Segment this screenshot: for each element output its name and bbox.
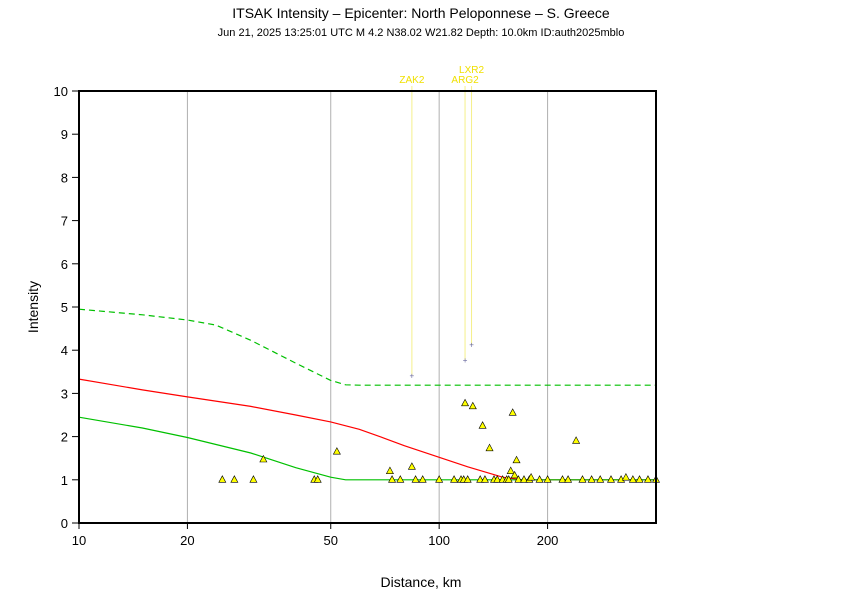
station-point: [643, 475, 652, 483]
y-tick-label: 0: [61, 516, 68, 531]
x-tick-label: 50: [324, 533, 338, 548]
station-point: [230, 475, 239, 483]
station-point: [506, 466, 515, 474]
station-point: [519, 475, 528, 483]
special-point: +: [410, 371, 415, 380]
station-point: [418, 475, 427, 483]
station-point: [558, 475, 567, 483]
y-tick-label: 4: [61, 343, 68, 358]
station-point: [249, 475, 258, 483]
y-tick-label: 8: [61, 170, 68, 185]
station-point: [564, 475, 573, 483]
y-tick-label: 7: [61, 214, 68, 229]
station-point: [388, 475, 397, 483]
station-point: [485, 443, 494, 452]
y-tick-label: 1: [61, 473, 68, 488]
special-point: +: [463, 356, 468, 365]
station-point: [411, 475, 420, 483]
y-tick-label: 6: [61, 257, 68, 272]
upper-curve: [78, 308, 656, 386]
station-point: [587, 475, 596, 483]
station-point: [461, 398, 470, 407]
chart-title: ITSAK Intensity – Epicenter: North Pelop…: [232, 5, 610, 21]
station-point: [572, 436, 581, 444]
station-point: [508, 408, 517, 416]
station-point: [535, 475, 544, 483]
x-axis-label: Distance, km: [381, 574, 462, 590]
grid: [186, 91, 549, 523]
station-points: +++: [218, 341, 661, 483]
station-point: [527, 473, 536, 481]
x-tick-label: 100: [428, 533, 450, 548]
station-point: [596, 475, 605, 483]
station-point: [463, 475, 472, 483]
station-point: [450, 475, 459, 483]
plot-frame: [78, 90, 657, 524]
station-point: [514, 475, 523, 483]
station-point: [628, 475, 637, 483]
station-point: [332, 447, 341, 455]
station-point: [543, 475, 552, 483]
station-point: [313, 475, 322, 483]
station-point: [578, 475, 587, 483]
station-point: [468, 401, 477, 410]
median-curve: [78, 378, 656, 481]
station-point: [478, 421, 487, 429]
chart-subtitle: Jun 21, 2025 13:25:01 UTC M 4.2 N38.02 W…: [218, 27, 625, 39]
station-point: [396, 475, 405, 483]
station-point: [504, 475, 513, 483]
y-axis-label: Intensity: [25, 281, 41, 333]
station-point: [385, 466, 394, 474]
station-point: [435, 475, 444, 483]
station-point: [635, 475, 644, 483]
station-point: [259, 454, 268, 463]
x-tick-label: 10: [72, 533, 86, 548]
y-tick-label: 5: [61, 300, 68, 315]
special-point: +: [469, 341, 474, 350]
station-label: ARG2: [451, 75, 479, 86]
station-label: LXR2: [459, 65, 484, 76]
station-label: ZAK2: [399, 75, 424, 86]
y-tick-label: 9: [61, 127, 68, 142]
station-point: [621, 473, 630, 481]
x-tick-label: 20: [180, 533, 194, 548]
station-point: [510, 470, 519, 479]
y-tick-label: 2: [61, 430, 68, 445]
model-curves: [78, 308, 656, 481]
station-point: [493, 475, 502, 483]
axis-ticks: 10 20 50 100 200 0 1 2 3 4 5 6 7 8 9 10: [54, 84, 559, 548]
y-tick-label: 3: [61, 386, 68, 401]
station-point: [606, 475, 616, 483]
x-tick-label: 200: [537, 533, 559, 548]
y-tick-label: 10: [54, 84, 68, 99]
station-point: [218, 475, 227, 483]
station-point: [512, 455, 521, 464]
lower-curve: [78, 416, 656, 481]
station-point: [407, 462, 416, 470]
station-point: [476, 475, 485, 483]
station-point: [480, 475, 489, 483]
